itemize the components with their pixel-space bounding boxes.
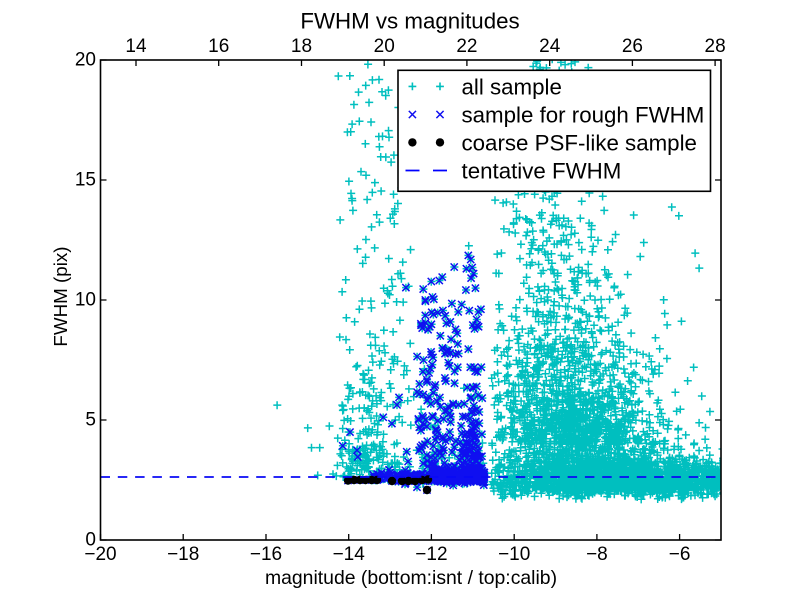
svg-text:26: 26 (622, 36, 643, 57)
svg-text:−20: −20 (84, 544, 116, 565)
svg-text:−10: −10 (498, 544, 530, 565)
svg-text:16: 16 (208, 36, 229, 57)
svg-text:22: 22 (456, 36, 477, 57)
svg-text:coarse PSF-like sample: coarse PSF-like sample (462, 131, 697, 156)
svg-text:magnitude (bottom:isnt / top:c: magnitude (bottom:isnt / top:calib) (265, 567, 557, 589)
svg-text:15: 15 (75, 169, 96, 190)
svg-text:−16: −16 (250, 544, 282, 565)
svg-text:−18: −18 (167, 544, 199, 565)
svg-text:FWHM vs magnitudes: FWHM vs magnitudes (300, 9, 519, 34)
svg-text:−12: −12 (415, 544, 447, 565)
svg-text:18: 18 (291, 36, 312, 57)
svg-text:FWHM (pix): FWHM (pix) (50, 246, 71, 346)
svg-text:20: 20 (374, 36, 395, 57)
svg-text:14: 14 (125, 36, 147, 57)
svg-text:sample for rough FWHM: sample for rough FWHM (462, 103, 705, 128)
svg-text:all sample: all sample (462, 75, 562, 100)
svg-text:24: 24 (539, 36, 561, 57)
svg-text:−8: −8 (586, 544, 608, 565)
svg-text:10: 10 (75, 289, 96, 310)
svg-text:28: 28 (705, 36, 726, 57)
svg-text:0: 0 (85, 529, 96, 550)
svg-text:tentative FWHM: tentative FWHM (462, 159, 622, 184)
svg-text:5: 5 (85, 409, 96, 430)
svg-text:−14: −14 (333, 544, 366, 565)
svg-text:−6: −6 (669, 544, 691, 565)
svg-text:20: 20 (75, 49, 96, 70)
